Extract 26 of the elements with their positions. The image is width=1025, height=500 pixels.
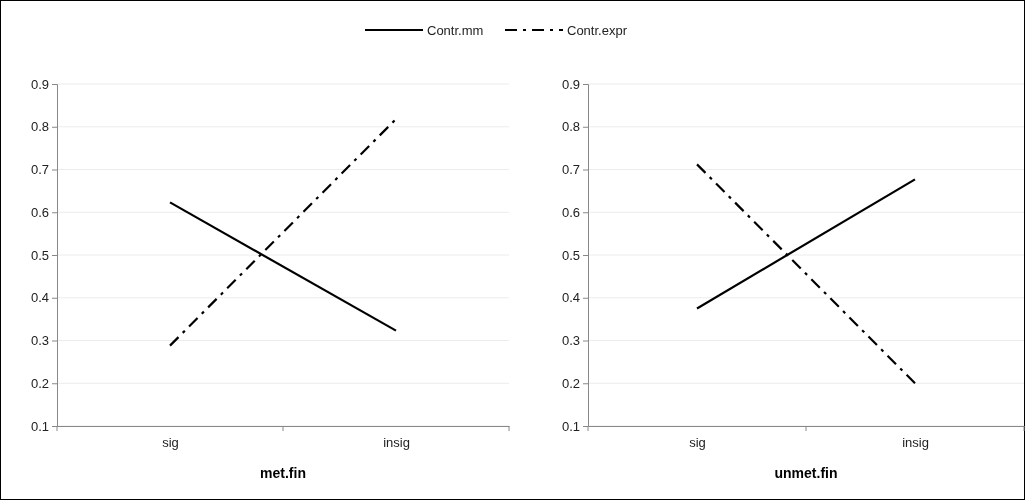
y-tick-label: 0.1	[30, 418, 49, 434]
x-tick-label: sig	[689, 435, 706, 451]
y-tick-label: 0.9	[561, 76, 580, 92]
y-tick-label: 0.4	[30, 290, 49, 306]
y-tick-label: 0.7	[30, 162, 49, 178]
y-tick-label: 0.7	[561, 162, 580, 178]
y-tick-label: 0.6	[30, 204, 49, 220]
y-tick-label: 0.8	[561, 119, 580, 135]
x-axis-title: unmet.fin	[774, 465, 838, 481]
legend-label: Contr.expr	[567, 22, 628, 38]
y-tick-label: 0.8	[30, 119, 49, 135]
x-tick-label: sig	[162, 435, 179, 451]
y-tick-label: 0.3	[561, 333, 580, 349]
x-tick-label: insig	[383, 435, 410, 451]
y-tick-label: 0.6	[561, 204, 580, 220]
y-tick-label: 0.1	[561, 418, 580, 434]
y-tick-label: 0.4	[561, 290, 580, 306]
x-axis-title: met.fin	[260, 465, 306, 481]
y-tick-label: 0.5	[561, 247, 580, 263]
y-tick-label: 0.9	[30, 76, 49, 92]
y-tick-label: 0.3	[30, 333, 49, 349]
y-tick-label: 0.5	[30, 247, 49, 263]
legend-label: Contr.mm	[427, 22, 484, 38]
x-tick-label: insig	[902, 435, 929, 451]
y-tick-label: 0.2	[561, 375, 580, 391]
y-tick-label: 0.2	[30, 375, 49, 391]
